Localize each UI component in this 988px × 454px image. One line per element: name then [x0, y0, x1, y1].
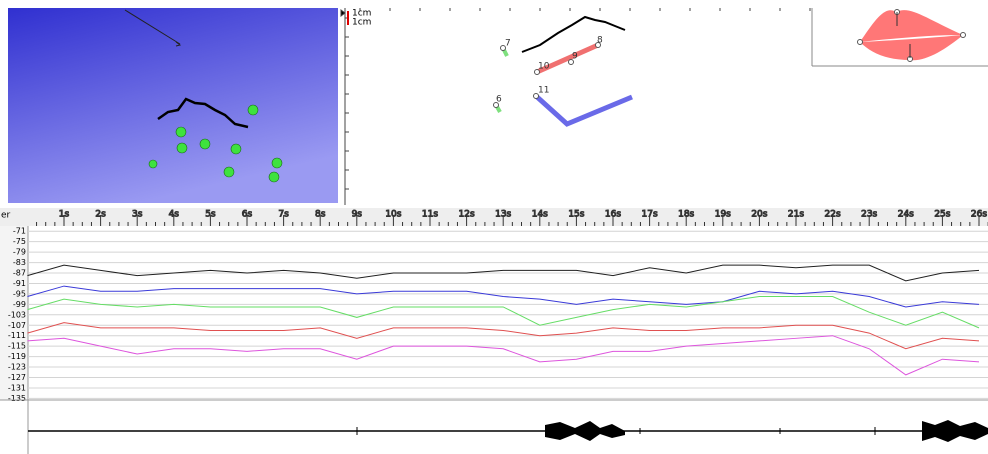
- y-tick-label: -127: [8, 373, 26, 382]
- y-tick-label: -111: [8, 331, 26, 340]
- sensors-2d: [493, 15, 633, 127]
- time-label: 8s: [315, 210, 326, 220]
- time-label: 4s: [169, 210, 180, 220]
- y-axis-panel: [0, 226, 28, 400]
- trace: [27, 322, 980, 350]
- time-label: 3s: [132, 210, 143, 220]
- time-label: 1s: [59, 210, 70, 220]
- panel-label: er: [1, 211, 11, 221]
- time-label: 24s: [898, 210, 914, 220]
- time-label: 25s: [934, 210, 950, 220]
- time-label: 16s: [605, 210, 621, 220]
- time-label: 2s: [95, 210, 106, 220]
- scale-label: 1cm: [352, 9, 371, 19]
- time-label: 7s: [278, 210, 289, 220]
- y-tick-label: -71: [13, 227, 26, 236]
- y-tick-label: -119: [8, 352, 26, 361]
- y-tick-label: -91: [13, 279, 26, 288]
- y-tick-label: -135: [8, 394, 26, 403]
- view-3d: [8, 8, 338, 203]
- audio-waveform: [28, 420, 988, 442]
- y-tick-label: -83: [13, 258, 26, 267]
- y-tick-label: -87: [13, 269, 26, 278]
- time-label: 19s: [715, 210, 731, 220]
- time-label: 9s: [352, 210, 363, 220]
- time-label: 10s: [385, 210, 401, 220]
- time-label: 18s: [678, 210, 694, 220]
- y-tick-label: -123: [8, 363, 26, 372]
- trace: [27, 285, 980, 308]
- time-label: 5s: [205, 210, 216, 220]
- scale-label: 1cm: [352, 18, 371, 28]
- time-label: 6s: [242, 210, 253, 220]
- y-tick-label: -131: [8, 383, 26, 392]
- time-label: 26s: [971, 210, 987, 220]
- y-tick-label: -103: [8, 310, 26, 319]
- sensor-label: 8: [597, 36, 603, 46]
- y-tick-label: -107: [8, 321, 26, 330]
- y-tick-label: -75: [13, 237, 26, 246]
- trace: [27, 335, 980, 376]
- y-tick-label: -79: [13, 248, 26, 257]
- ruler: [340, 8, 811, 205]
- time-label: 12s: [459, 210, 475, 220]
- time-label: 22s: [825, 210, 841, 220]
- sensor-label: 6: [496, 95, 502, 105]
- y-tick-label: -115: [8, 342, 26, 351]
- time-label: 21s: [788, 210, 804, 220]
- time-label: 23s: [861, 210, 877, 220]
- time-label: 14s: [532, 210, 548, 220]
- lips-view: [811, 8, 988, 67]
- sensor-label: 11: [538, 86, 549, 96]
- sensor-label: 10: [538, 62, 550, 72]
- time-label: 13s: [495, 210, 511, 220]
- sensor-label: 9: [572, 52, 578, 62]
- time-label: 11s: [422, 210, 438, 220]
- time-label: 15s: [568, 210, 584, 220]
- y-tick-label: -95: [13, 289, 26, 298]
- y-tick-label: -99: [13, 300, 26, 309]
- time-label: 17s: [642, 210, 658, 220]
- trace: [27, 296, 980, 329]
- sensor-label: 7: [505, 39, 511, 49]
- time-label: 20s: [751, 210, 767, 220]
- trace: [27, 264, 980, 282]
